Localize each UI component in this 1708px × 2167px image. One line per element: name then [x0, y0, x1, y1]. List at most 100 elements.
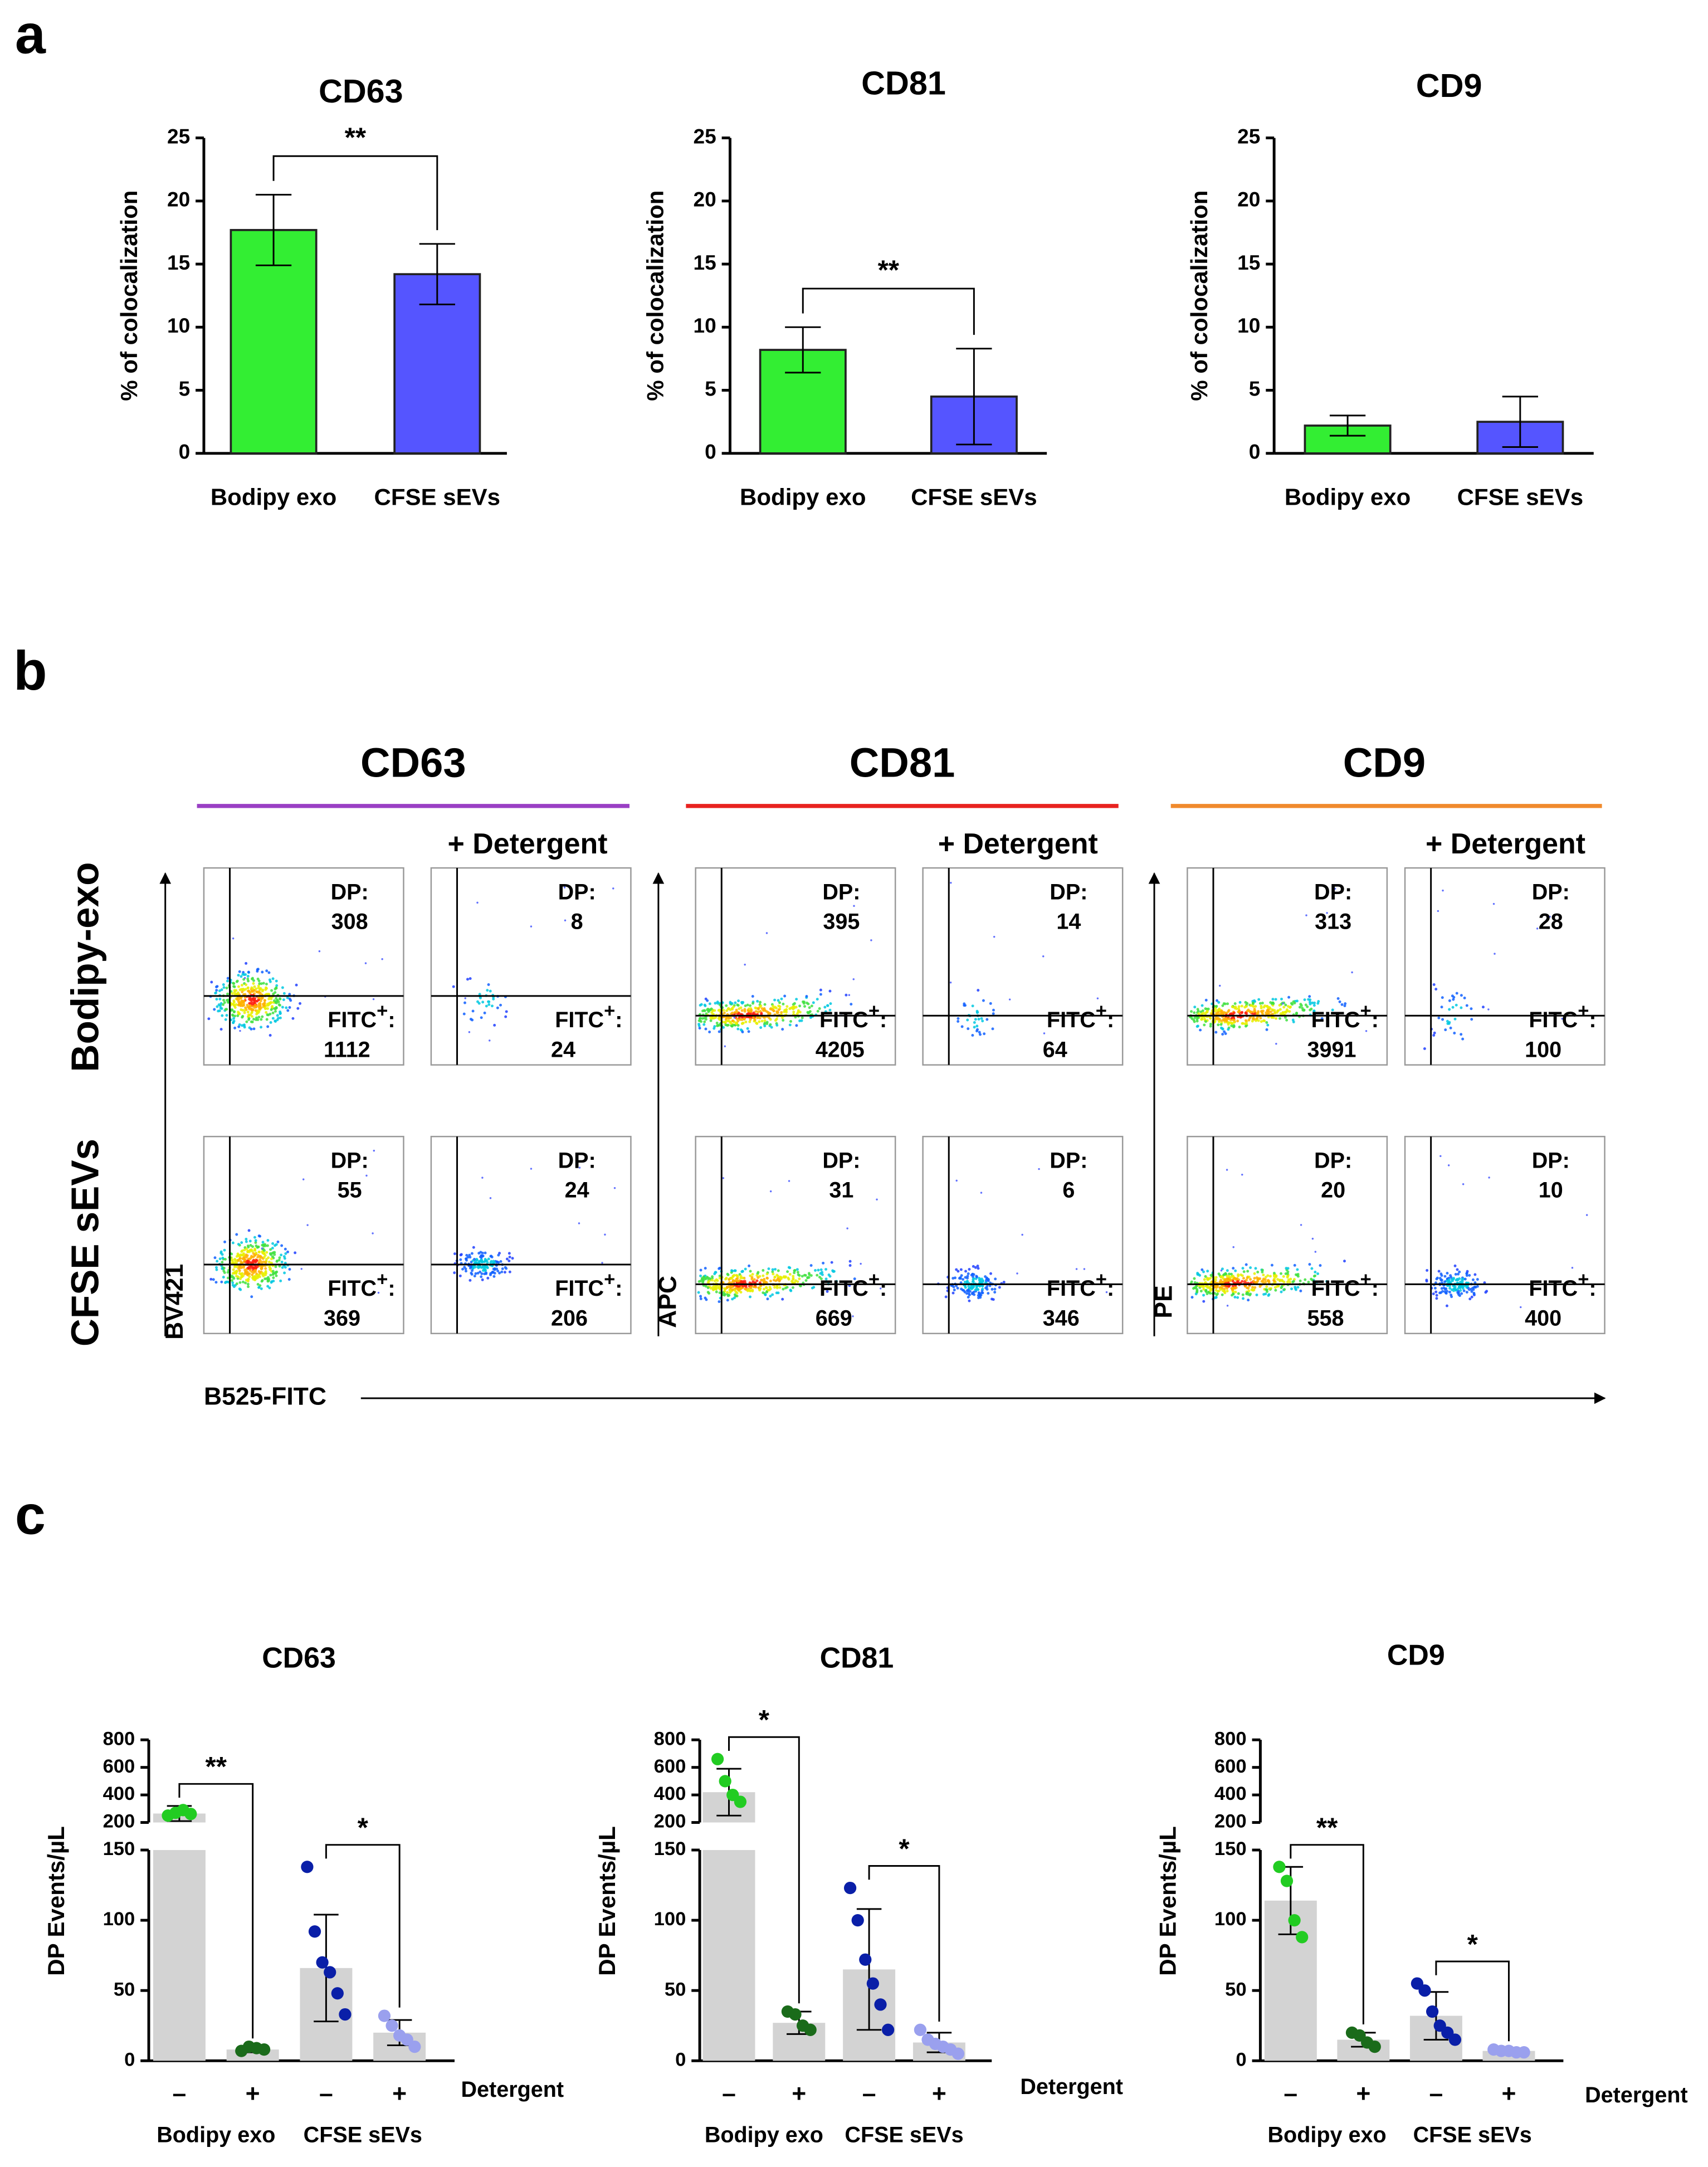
event-dot [237, 1275, 240, 1278]
fitc-sup: + [1360, 1000, 1372, 1022]
event-dot [955, 1268, 958, 1271]
event-dot [698, 1017, 701, 1020]
event-dot [1289, 1281, 1292, 1284]
event-dot [232, 1000, 236, 1004]
marker-title: CD9 [1343, 740, 1426, 786]
event-dot [748, 1020, 751, 1023]
event-dot [500, 1270, 504, 1273]
event-dot [1262, 1293, 1266, 1296]
event-dot [1249, 1278, 1252, 1281]
data-point [874, 1998, 887, 2011]
event-dot [469, 977, 472, 980]
event-dot [1259, 1017, 1262, 1020]
event-dot [256, 970, 259, 973]
event-dot [764, 1009, 767, 1012]
event-dot [735, 1273, 738, 1277]
event-dot [716, 1002, 719, 1005]
data-point [734, 1795, 747, 1808]
event-dot [256, 1010, 260, 1013]
event-dot [481, 1177, 484, 1179]
event-dot [271, 1255, 274, 1258]
event-dot [1223, 1290, 1226, 1294]
event-dot [237, 1243, 240, 1246]
event-dot [1313, 1001, 1316, 1004]
event-dot [234, 1258, 237, 1262]
event-dot [1443, 1280, 1446, 1283]
event-dot [244, 1281, 247, 1285]
event-dot [1193, 1281, 1197, 1284]
event-dot [1338, 1000, 1341, 1003]
event-dot [806, 1276, 809, 1280]
event-dot [274, 1019, 277, 1023]
event-dot [765, 1281, 768, 1285]
event-dot [848, 994, 851, 996]
significance-bracket [802, 287, 975, 335]
event-dot [1239, 1016, 1242, 1019]
event-dot [480, 1016, 483, 1019]
event-dot [979, 1294, 983, 1297]
fitc-sup: + [377, 1000, 388, 1022]
event-dot [1225, 1279, 1228, 1282]
event-dot [743, 1280, 746, 1283]
event-dot [1221, 1277, 1224, 1280]
event-dot [1561, 1018, 1563, 1020]
event-dot [278, 1004, 281, 1007]
event-dot [749, 1018, 752, 1021]
flow-plot [695, 1135, 896, 1335]
event-dot [222, 983, 225, 986]
event-dot [1199, 1010, 1203, 1013]
x-axis-label: Detergent [1585, 2083, 1688, 2107]
event-dot [701, 1280, 705, 1283]
event-dot [797, 1009, 800, 1012]
event-dot [699, 1297, 702, 1300]
event-dot [269, 1000, 272, 1004]
event-dot [1257, 1277, 1261, 1281]
significance-bracket [178, 1783, 254, 2039]
detergent-label: + Detergent [1426, 828, 1585, 860]
y-tick-label: 50 [665, 1979, 686, 2000]
event-dot [478, 993, 481, 996]
event-dot [1221, 1293, 1224, 1296]
event-dot [215, 989, 218, 992]
event-dot [782, 1002, 785, 1006]
event-dot [262, 1260, 265, 1263]
data-point [1280, 1875, 1294, 1887]
event-dot [284, 1266, 287, 1269]
event-dot [1285, 1008, 1289, 1011]
event-dot [1213, 1009, 1217, 1013]
event-dot [768, 1012, 772, 1015]
marker-title: CD81 [850, 740, 955, 786]
event-dot [240, 975, 243, 978]
event-dot [271, 977, 275, 980]
event-dot [750, 1277, 754, 1281]
event-dot [1255, 1019, 1257, 1022]
event-dot [795, 998, 798, 1001]
group-label: CFSE sEVs [1413, 2123, 1532, 2148]
event-dot [213, 1256, 217, 1260]
y-tick-label: 150 [103, 1838, 135, 1859]
event-dot [1231, 1275, 1234, 1278]
y-tick-label: 15 [1237, 251, 1260, 274]
event-dot [777, 1291, 780, 1295]
event-dot [218, 997, 222, 1000]
event-dot [780, 997, 783, 1000]
event-dot [788, 1272, 792, 1276]
y-axis-label: % of colocalization [116, 191, 142, 401]
event-dot [714, 1002, 717, 1005]
event-dot [747, 1030, 750, 1033]
event-dot [778, 1001, 781, 1004]
event-dot [1197, 1009, 1200, 1013]
event-dot [770, 1026, 773, 1029]
event-dot [955, 1284, 958, 1287]
event-dot [757, 1016, 760, 1019]
event-dot [288, 993, 291, 996]
plot-frame [430, 1135, 632, 1335]
event-dot [1281, 1279, 1284, 1282]
event-dot [470, 1272, 474, 1276]
event-dot [1241, 1173, 1243, 1176]
fitc-label: FITC+: [1047, 1269, 1114, 1301]
flow-plot [203, 1135, 404, 1335]
event-dot [1453, 1264, 1457, 1267]
event-dot [1231, 1018, 1234, 1022]
event-dot [743, 1017, 746, 1021]
